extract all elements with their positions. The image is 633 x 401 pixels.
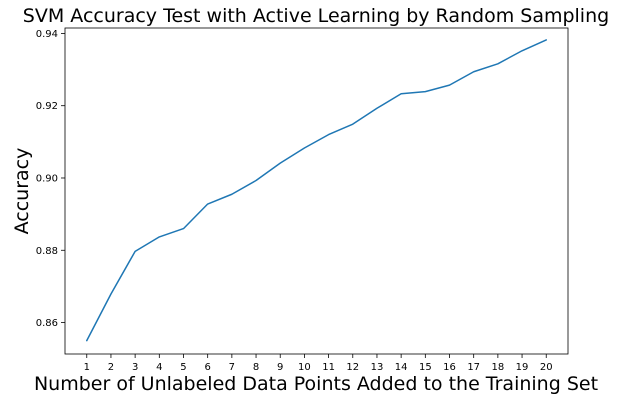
x-tick-label: 14 [395, 362, 408, 373]
x-tick-label: 4 [156, 362, 162, 373]
x-tick-label: 15 [419, 362, 432, 373]
x-axis: 1 2 3 4 5 6 7 8 9 10 11 12 13 14 15 16 17 18 19 20 [84, 354, 553, 373]
plot-area-frame [64, 27, 569, 355]
x-tick-label: 11 [322, 362, 335, 373]
x-tick-label: 18 [492, 362, 505, 373]
x-tick-label: 10 [298, 362, 311, 373]
x-tick-label: 13 [371, 362, 384, 373]
x-tick-label: 2 [108, 362, 114, 373]
accuracy-series-line [86, 39, 547, 342]
y-axis: 0.86 0.88 0.90 0.92 0.94 [36, 29, 65, 329]
x-tick-label: 5 [180, 362, 186, 373]
x-tick-label: 3 [132, 362, 138, 373]
y-tick-label: 0.92 [36, 101, 58, 112]
x-tick-label: 1 [84, 362, 90, 373]
y-tick-label: 0.90 [36, 173, 58, 184]
y-tick-label: 0.88 [36, 246, 58, 257]
y-tick-label: 0.94 [36, 29, 58, 40]
x-tick-label: 6 [204, 362, 210, 373]
x-tick-label: 9 [277, 362, 283, 373]
y-tick-label: 0.86 [36, 318, 58, 329]
x-tick-label: 16 [443, 362, 456, 373]
x-tick-label: 17 [467, 362, 480, 373]
x-tick-label: 8 [253, 362, 259, 373]
chart-title: SVM Accuracy Test with Active Learning b… [23, 5, 609, 27]
x-tick-label: 7 [229, 362, 235, 373]
series-group [86, 39, 547, 342]
x-tick-label: 12 [346, 362, 359, 373]
x-axis-label: Number of Unlabeled Data Points Added to… [34, 373, 598, 395]
x-tick-label: 20 [540, 362, 553, 373]
x-tick-label: 19 [516, 362, 529, 373]
y-axis-label: Accuracy [11, 148, 33, 235]
